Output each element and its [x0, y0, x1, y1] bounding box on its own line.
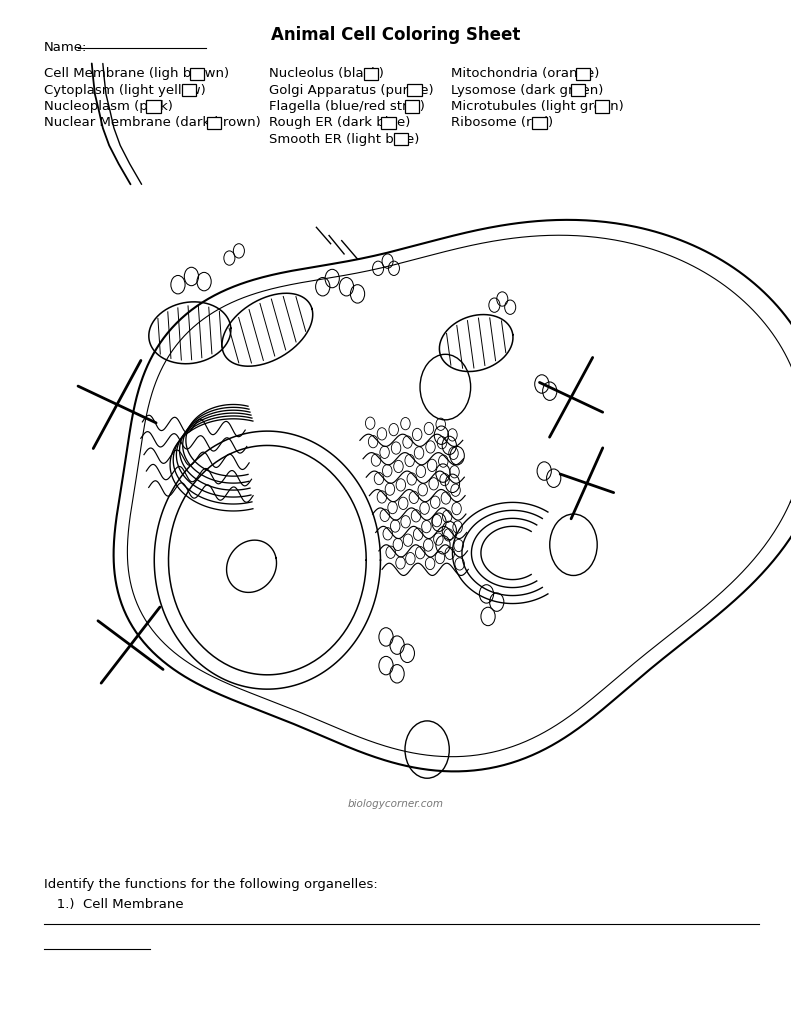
- Text: Microtubules (light green): Microtubules (light green): [451, 100, 623, 113]
- Text: Nuclear Membrane (dark brown): Nuclear Membrane (dark brown): [44, 117, 260, 129]
- FancyBboxPatch shape: [571, 84, 585, 96]
- Text: Nucleoplasm (pink): Nucleoplasm (pink): [44, 100, 172, 113]
- FancyBboxPatch shape: [595, 100, 609, 113]
- Text: Identify the functions for the following organelles:: Identify the functions for the following…: [44, 878, 377, 891]
- Text: Mitochondria (orange): Mitochondria (orange): [451, 68, 600, 80]
- FancyBboxPatch shape: [207, 117, 221, 129]
- Text: Golgi Apparatus (purple): Golgi Apparatus (purple): [269, 84, 433, 96]
- Text: biologycorner.com: biologycorner.com: [347, 799, 444, 809]
- Text: 1.)  Cell Membrane: 1.) Cell Membrane: [44, 898, 184, 911]
- Text: Nucleolus (black): Nucleolus (black): [269, 68, 384, 80]
- Text: Cell Membrane (ligh brown): Cell Membrane (ligh brown): [44, 68, 229, 80]
- Text: Ribosome (red): Ribosome (red): [451, 117, 553, 129]
- FancyBboxPatch shape: [405, 100, 419, 113]
- FancyBboxPatch shape: [190, 68, 204, 80]
- FancyBboxPatch shape: [576, 68, 590, 80]
- FancyBboxPatch shape: [407, 84, 422, 96]
- Text: Flagella (blue/red strip): Flagella (blue/red strip): [269, 100, 425, 113]
- Text: Rough ER (dark blue): Rough ER (dark blue): [269, 117, 411, 129]
- FancyBboxPatch shape: [182, 84, 196, 96]
- FancyBboxPatch shape: [364, 68, 378, 80]
- Text: Cytoplasm (light yellow): Cytoplasm (light yellow): [44, 84, 205, 96]
- FancyBboxPatch shape: [394, 133, 408, 145]
- FancyBboxPatch shape: [381, 117, 396, 129]
- Text: Smooth ER (light blue): Smooth ER (light blue): [269, 133, 419, 145]
- Text: Lysomose (dark green): Lysomose (dark green): [451, 84, 604, 96]
- Text: Animal Cell Coloring Sheet: Animal Cell Coloring Sheet: [271, 26, 520, 44]
- Text: Name:: Name:: [44, 41, 87, 54]
- FancyBboxPatch shape: [532, 117, 547, 129]
- FancyBboxPatch shape: [146, 100, 161, 113]
